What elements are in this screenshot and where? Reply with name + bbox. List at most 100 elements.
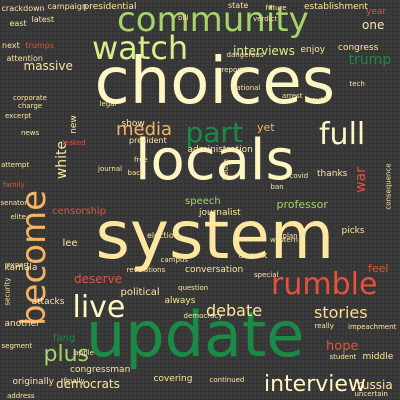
word: one bbox=[362, 18, 385, 32]
word: system bbox=[95, 197, 335, 274]
word: journal bbox=[98, 164, 123, 173]
word: apple bbox=[74, 348, 94, 357]
word: fang bbox=[53, 333, 76, 344]
word: originally bbox=[12, 376, 54, 387]
word: massive bbox=[23, 59, 73, 73]
word: stories bbox=[314, 303, 368, 322]
word: east bbox=[9, 19, 27, 28]
word: attempt bbox=[1, 160, 30, 169]
word: enjoy bbox=[300, 44, 326, 55]
word: address bbox=[7, 391, 35, 400]
word: congress bbox=[338, 42, 379, 53]
word: impeachment bbox=[348, 322, 397, 331]
word: conversation bbox=[185, 264, 244, 275]
word: political bbox=[120, 287, 160, 298]
word: segment bbox=[1, 341, 33, 350]
word: future bbox=[265, 3, 287, 12]
word: uncertain bbox=[354, 389, 388, 398]
word: free bbox=[134, 155, 148, 164]
word: lee bbox=[62, 238, 78, 249]
word: crackdown bbox=[1, 4, 45, 13]
word: latest bbox=[31, 15, 55, 24]
word: finally bbox=[63, 376, 85, 385]
word: dangerous bbox=[226, 50, 264, 59]
word: censorship bbox=[52, 206, 107, 217]
word: locals bbox=[135, 128, 295, 193]
word: white bbox=[54, 140, 71, 180]
word: campus bbox=[160, 255, 188, 264]
word: deserve bbox=[74, 272, 123, 286]
word: presidential bbox=[83, 1, 137, 12]
word: dissent bbox=[238, 251, 268, 260]
word: administration bbox=[187, 144, 253, 155]
word: security bbox=[3, 277, 12, 305]
word: continued bbox=[209, 375, 245, 384]
word: democracy bbox=[183, 311, 223, 320]
word: trumps bbox=[25, 41, 55, 50]
word: picks bbox=[341, 225, 365, 236]
word: interviews bbox=[233, 44, 295, 58]
word: speech bbox=[185, 196, 221, 207]
word: interview bbox=[264, 372, 366, 397]
word: live bbox=[72, 290, 126, 325]
word: part bbox=[185, 116, 243, 149]
word: hope bbox=[326, 338, 359, 354]
word: leaked bbox=[62, 138, 86, 147]
word: watch bbox=[92, 29, 189, 67]
word: war bbox=[352, 167, 369, 193]
word: reporter bbox=[221, 65, 251, 74]
word: democrats bbox=[56, 377, 120, 391]
word: year bbox=[366, 6, 387, 17]
word: always bbox=[164, 295, 196, 306]
word: president bbox=[129, 136, 167, 145]
word: south bbox=[308, 95, 328, 104]
word: state bbox=[228, 1, 249, 10]
word: yet bbox=[257, 120, 275, 134]
word: new bbox=[68, 114, 79, 134]
word: house bbox=[221, 158, 230, 180]
word: feel bbox=[368, 261, 389, 275]
word: choices bbox=[94, 45, 336, 119]
word: national bbox=[232, 83, 261, 92]
word: rumble bbox=[271, 267, 378, 302]
word: kamala bbox=[4, 262, 38, 273]
word: debate bbox=[206, 301, 263, 320]
word: congressman bbox=[70, 364, 131, 375]
word: senator bbox=[0, 198, 28, 207]
word: bill bbox=[178, 13, 189, 22]
word: covid bbox=[289, 171, 309, 180]
word: verdict bbox=[253, 14, 278, 23]
word: media bbox=[116, 119, 173, 140]
word: student bbox=[329, 352, 357, 361]
word: establishment bbox=[304, 1, 368, 12]
word: back bbox=[127, 168, 145, 177]
word: campaign bbox=[47, 2, 87, 11]
word: expert bbox=[6, 260, 30, 269]
word: trump bbox=[348, 52, 392, 68]
word: family bbox=[3, 180, 25, 189]
word: corporate bbox=[13, 93, 47, 102]
word: tech bbox=[349, 79, 365, 88]
word: thanks bbox=[317, 168, 348, 179]
word: update bbox=[86, 298, 305, 371]
word: attacks bbox=[31, 296, 65, 307]
word: journalist bbox=[199, 207, 241, 218]
word: russia bbox=[357, 378, 393, 392]
word: charge bbox=[18, 101, 43, 110]
word: another bbox=[4, 318, 40, 329]
word: plus bbox=[43, 342, 89, 367]
word: ban bbox=[270, 182, 284, 191]
word: western bbox=[270, 235, 298, 244]
word: attention bbox=[6, 54, 44, 63]
word: election bbox=[147, 231, 179, 240]
word: arrest bbox=[282, 91, 303, 100]
word: middle bbox=[362, 351, 394, 362]
word: news bbox=[21, 128, 40, 137]
word: really bbox=[314, 321, 334, 330]
word: next bbox=[2, 41, 20, 50]
word: plan bbox=[282, 231, 298, 240]
word: special bbox=[254, 270, 279, 279]
word: legal bbox=[99, 99, 117, 108]
word: revelations bbox=[126, 265, 166, 274]
